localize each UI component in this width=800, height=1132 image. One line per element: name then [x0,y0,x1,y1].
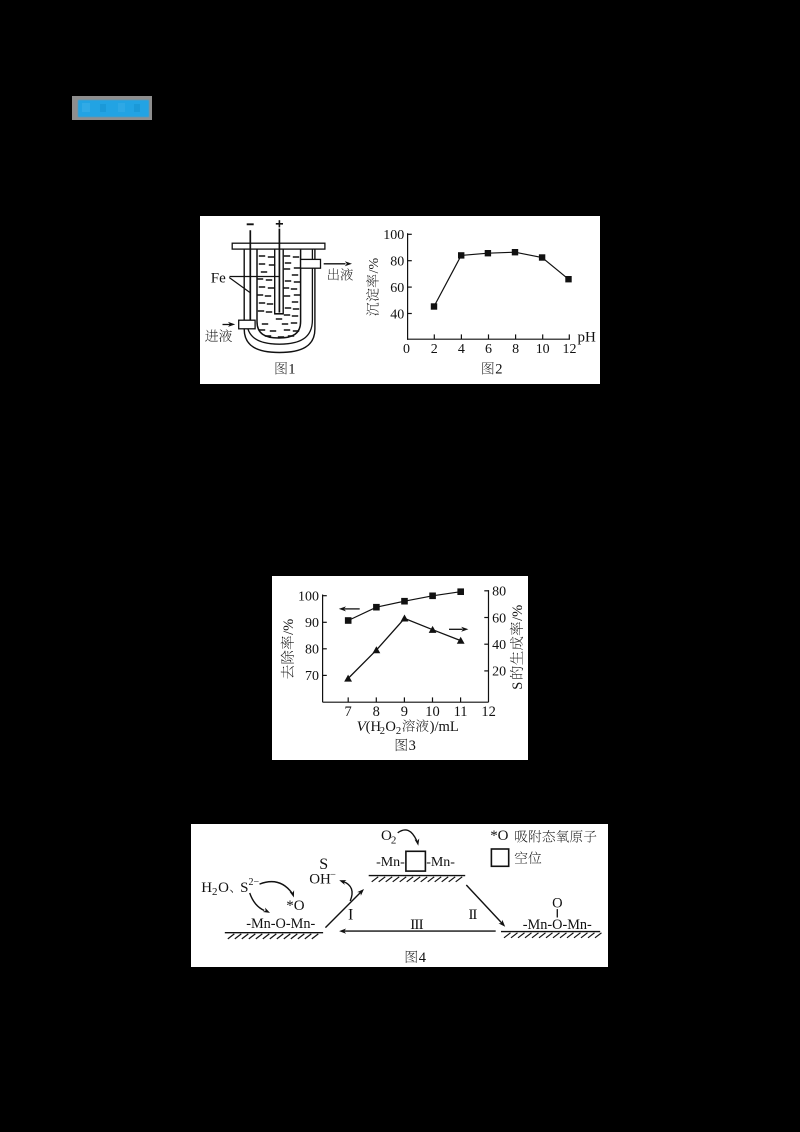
svg-text:2−: 2− [249,876,260,887]
svg-text:40: 40 [492,638,506,653]
svg-text:-Mn-O-Mn-: -Mn-O-Mn- [247,916,316,932]
svg-text:S: S [240,879,248,895]
svg-text:8: 8 [512,342,519,357]
svg-text:III: III [410,916,423,932]
svg-text:*O: *O [287,897,305,913]
svg-text:8: 8 [372,704,379,720]
svg-text:10: 10 [536,342,550,357]
svg-text:2: 2 [495,361,502,377]
svg-text:4: 4 [458,342,465,357]
svg-text:3: 3 [408,738,415,754]
svg-text:2: 2 [396,725,401,736]
svg-text:90: 90 [305,616,319,631]
svg-text:I: I [348,906,353,923]
svg-text:*O: *O [490,827,508,843]
svg-text:/%: /% [281,618,297,634]
svg-text:2: 2 [431,342,438,357]
svg-text:O: O [552,895,562,911]
svg-text:2: 2 [380,725,385,736]
svg-text:/%: /% [367,258,382,274]
svg-text:100: 100 [383,228,404,243]
svg-text:0: 0 [403,342,410,357]
svg-text:80: 80 [305,642,319,657]
svg-text:4: 4 [419,949,427,965]
svg-text:O: O [218,879,229,895]
svg-text:H: H [202,879,213,895]
svg-text:100: 100 [298,589,319,604]
svg-text:70: 70 [305,669,319,684]
svg-text:60: 60 [492,611,506,626]
svg-text:12: 12 [563,342,577,357]
svg-text:S: S [320,855,329,872]
svg-text:pH: pH [577,329,595,345]
svg-text:10: 10 [425,704,439,720]
svg-text:O: O [381,827,392,843]
svg-text:V: V [356,718,367,734]
svg-text:20: 20 [492,664,506,679]
svg-text:80: 80 [390,254,404,269]
svg-text:Fe: Fe [211,271,226,287]
svg-text:11: 11 [453,704,467,720]
svg-text:O: O [385,718,396,734]
svg-text:9: 9 [401,704,408,720]
svg-text:-Mn-O-Mn-: -Mn-O-Mn- [523,916,592,932]
svg-text:60: 60 [390,281,404,296]
svg-text:40: 40 [390,307,404,322]
svg-text:-Mn-: -Mn- [426,854,455,869]
svg-text:2: 2 [212,885,218,897]
svg-text:OH: OH [310,871,332,887]
svg-text:(H: (H [365,718,381,734]
svg-text:1: 1 [288,361,295,377]
svg-text:7: 7 [344,704,351,720]
svg-text:6: 6 [485,342,492,357]
svg-text:)/mL: )/mL [429,718,458,734]
svg-text:12: 12 [481,704,495,720]
svg-text:II: II [469,906,478,922]
svg-text:S: S [510,681,526,689]
svg-text:/%: /% [510,604,526,620]
svg-text:-Mn-: -Mn- [376,854,405,869]
svg-text:80: 80 [492,584,506,599]
svg-text:−: − [331,869,337,880]
svg-text:2: 2 [391,834,397,846]
